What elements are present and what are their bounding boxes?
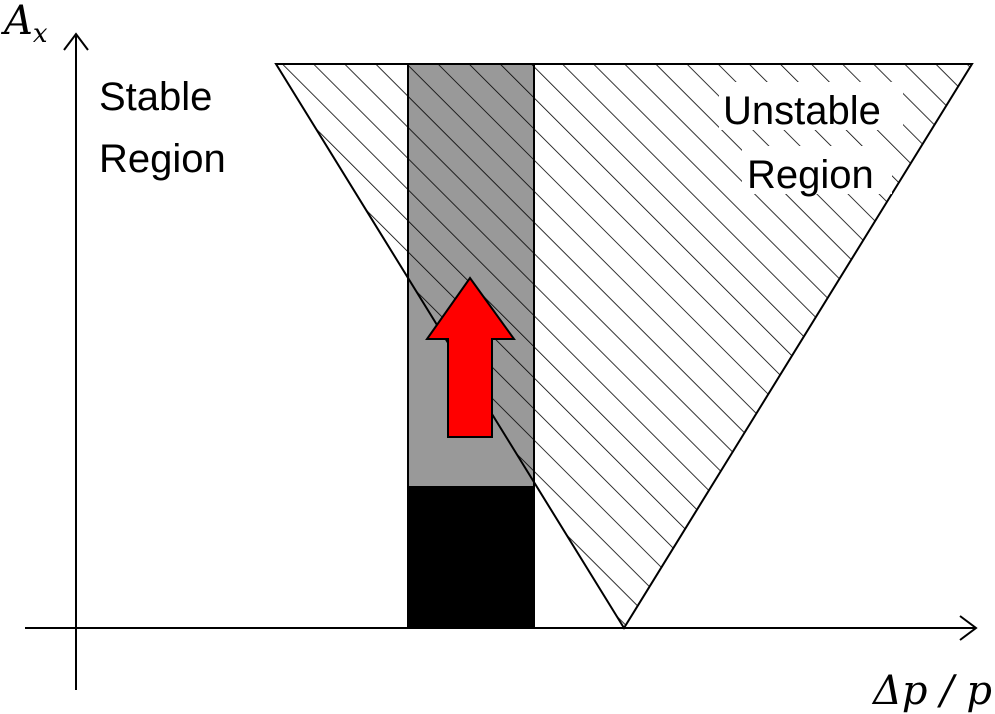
unstable-label-backdrop-2 <box>742 146 892 194</box>
x-axis-title: Δp / p <box>871 668 992 714</box>
y-axis-title: Ax <box>0 0 48 49</box>
x-axis-arrowhead <box>959 615 978 641</box>
beam-core-block <box>408 486 534 628</box>
y-axis-title-main: A <box>0 0 33 44</box>
stable-region-label-line1: Stable <box>99 75 212 119</box>
growth-arrow-icon <box>425 276 516 438</box>
unstable-region-triangle <box>276 64 972 628</box>
y-axis-title-sub: x <box>33 19 48 49</box>
unstable-label-backdrop-1 <box>719 82 903 130</box>
stable-region-label-line2: Region <box>99 137 226 181</box>
unstable-region-label-line1: Unstable <box>723 89 881 133</box>
unstable-region-label-line2: Region <box>747 153 874 197</box>
y-axis-arrowhead <box>63 32 89 51</box>
